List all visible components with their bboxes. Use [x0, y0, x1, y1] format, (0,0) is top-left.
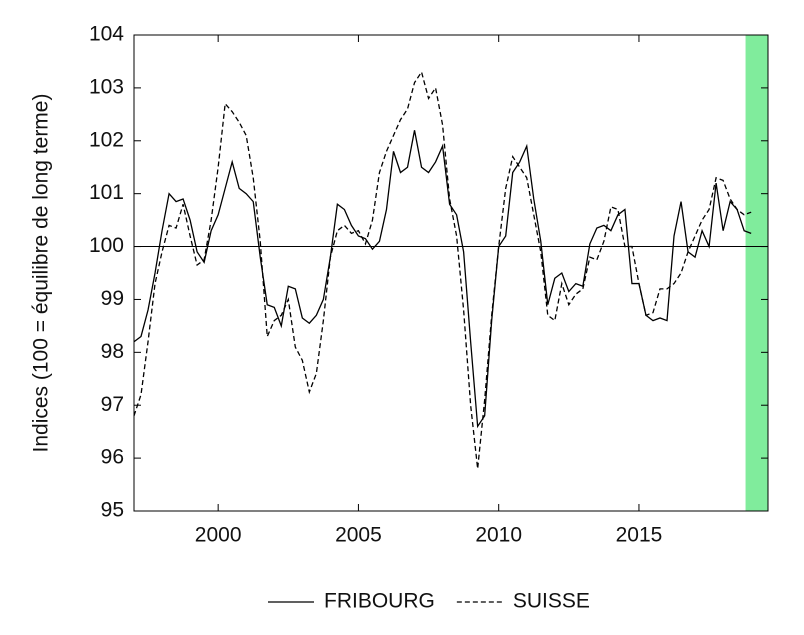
series-line [133, 130, 752, 429]
y-tick-label: 102 [89, 128, 124, 151]
y-tick-label: 96 [101, 446, 124, 469]
shaded-region [745, 35, 768, 511]
legend-label: SUISSE [513, 590, 590, 613]
y-tick-label: 101 [89, 181, 124, 204]
y-axis-label: Indices (100 = équilibre de long terme) [30, 94, 53, 453]
plot-frame [133, 34, 769, 512]
x-tick-label: 2015 [616, 524, 663, 547]
x-tick-label: 2010 [475, 524, 522, 547]
x-tick-label: 2005 [335, 524, 382, 547]
y-tick-label: 98 [101, 340, 124, 363]
y-tick-label: 104 [89, 23, 124, 46]
y-tick-label: 99 [101, 287, 124, 310]
y-tick-label: 103 [89, 75, 124, 98]
series-line [133, 70, 752, 469]
legend-label: FRIBOURG [324, 590, 435, 613]
y-tick-label: 95 [101, 499, 124, 522]
x-tick-label: 2000 [195, 524, 242, 547]
y-tick-label: 100 [89, 234, 124, 257]
y-tick-label: 97 [101, 393, 124, 416]
